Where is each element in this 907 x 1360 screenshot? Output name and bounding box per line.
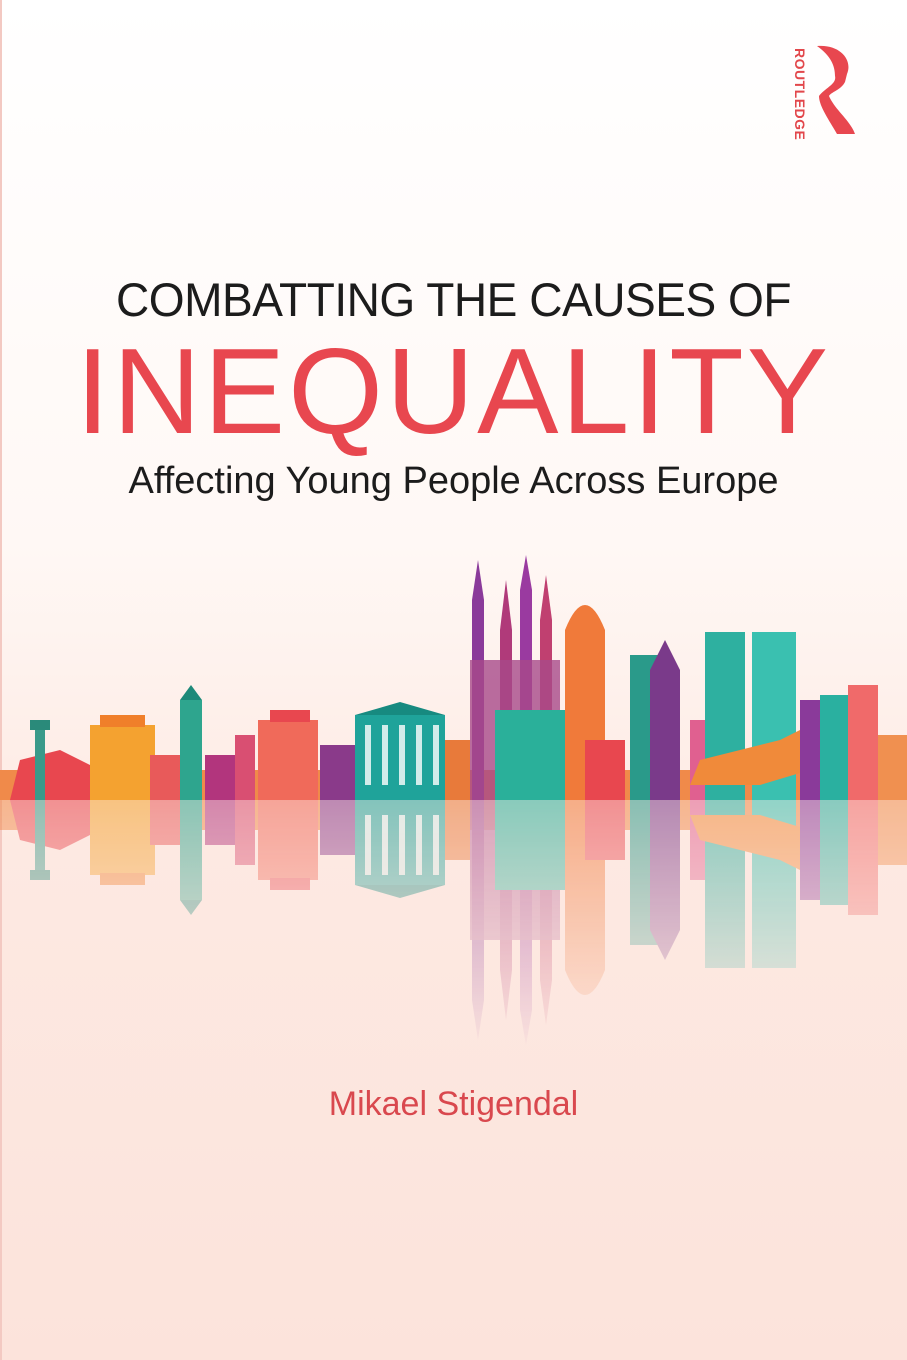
spine-edge — [0, 0, 2, 1360]
author-name: Mikael Stigendal — [328, 1085, 579, 1123]
routledge-logo-icon — [817, 45, 855, 134]
subtitle: Affecting Young People Across Europe — [128, 460, 779, 502]
title-line-2: INEQUALITY — [75, 323, 832, 459]
title-line-1: COMBATTING THE CAUSES OF — [116, 273, 791, 326]
city-skyline-illustration — [0, 555, 907, 1045]
publisher-name: ROUTLEDGE — [792, 48, 808, 141]
